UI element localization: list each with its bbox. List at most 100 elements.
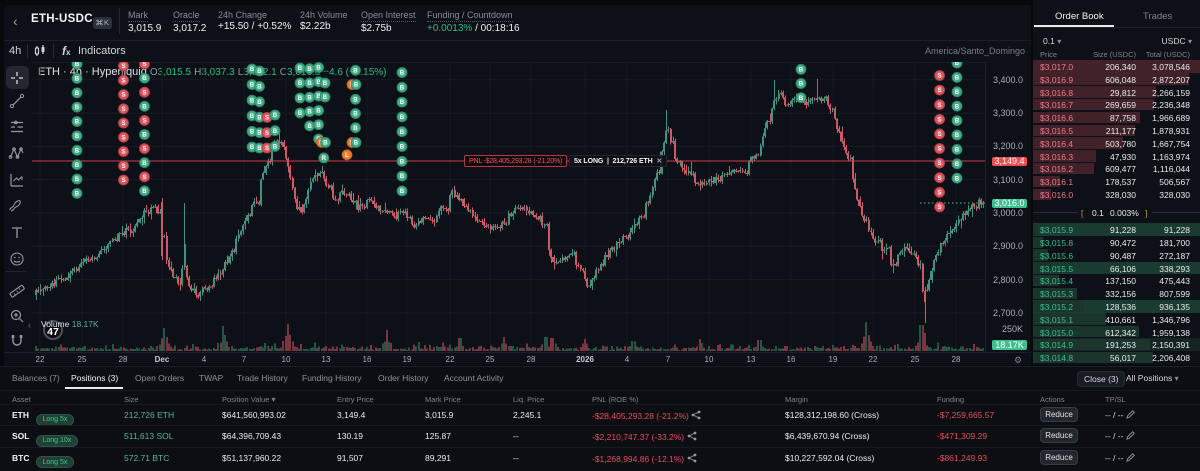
svg-text:S: S <box>121 63 125 70</box>
svg-text:B: B <box>955 175 960 182</box>
svg-text:S: S <box>938 73 942 80</box>
svg-text:S: S <box>938 87 942 94</box>
svg-text:L: L <box>345 152 349 159</box>
svg-text:B: B <box>316 122 321 129</box>
svg-text:B: B <box>75 119 80 126</box>
svg-text:B: B <box>307 109 312 116</box>
svg-text:B: B <box>400 99 405 106</box>
svg-text:B: B <box>353 67 358 74</box>
svg-text:B: B <box>400 173 405 180</box>
svg-text:B: B <box>250 113 255 120</box>
svg-text:B: B <box>955 132 960 139</box>
svg-text:B: B <box>353 125 358 132</box>
svg-text:B: B <box>142 103 147 110</box>
svg-text:B: B <box>257 68 262 75</box>
svg-text:B: B <box>323 94 328 101</box>
svg-text:B: B <box>307 94 312 101</box>
svg-text:S: S <box>121 120 125 127</box>
svg-text:B: B <box>250 97 255 104</box>
svg-text:S: S <box>121 163 125 170</box>
svg-text:B: B <box>316 79 321 86</box>
svg-text:S: S <box>265 145 269 152</box>
svg-text:B: B <box>142 188 147 195</box>
svg-text:B: B <box>250 144 255 151</box>
svg-text:B: B <box>75 191 80 198</box>
svg-text:B: B <box>400 70 405 77</box>
svg-text:B: B <box>75 147 80 154</box>
svg-text:B: B <box>323 80 328 87</box>
svg-text:B: B <box>955 103 960 110</box>
svg-text:B: B <box>353 111 358 118</box>
svg-text:B: B <box>298 80 303 87</box>
svg-text:B: B <box>75 76 80 83</box>
svg-text:B: B <box>323 140 328 147</box>
svg-text:B: B <box>257 114 262 121</box>
svg-text:S: S <box>938 160 942 167</box>
svg-text:B: B <box>257 130 262 137</box>
svg-text:S: S <box>265 115 269 122</box>
svg-text:S: S <box>121 106 125 113</box>
svg-text:S: S <box>121 177 125 184</box>
svg-text:B: B <box>316 108 321 115</box>
svg-text:S: S <box>938 175 942 182</box>
svg-text:B: B <box>400 129 405 136</box>
svg-text:S: S <box>142 62 146 68</box>
svg-text:B: B <box>316 65 321 72</box>
svg-text:S: S <box>142 174 146 181</box>
svg-text:B: B <box>75 104 80 111</box>
svg-text:B: B <box>955 62 960 67</box>
svg-text:B: B <box>955 147 960 154</box>
svg-text:B: B <box>307 66 312 73</box>
svg-text:B: B <box>400 114 405 121</box>
svg-text:B: B <box>142 160 147 167</box>
svg-text:S: S <box>142 146 146 153</box>
svg-text:B: B <box>273 112 278 119</box>
svg-text:B: B <box>273 128 278 135</box>
svg-text:S: S <box>121 92 125 99</box>
svg-text:B: B <box>955 161 960 168</box>
svg-text:B: B <box>273 144 278 151</box>
svg-text:B: B <box>307 123 312 130</box>
svg-text:B: B <box>257 84 262 91</box>
svg-text:B: B <box>298 65 303 72</box>
svg-text:B: B <box>400 188 405 195</box>
svg-text:B: B <box>257 145 262 152</box>
svg-text:B: B <box>250 66 255 73</box>
svg-text:S: S <box>938 102 942 109</box>
svg-text:R: R <box>322 155 327 162</box>
svg-text:B: B <box>316 93 321 100</box>
svg-text:S: S <box>142 118 146 125</box>
svg-text:B: B <box>354 140 359 147</box>
svg-text:S: S <box>938 204 942 211</box>
svg-text:B: B <box>799 81 804 88</box>
svg-text:S: S <box>938 131 942 138</box>
svg-text:B: B <box>400 158 405 165</box>
svg-text:B: B <box>250 129 255 136</box>
svg-text:B: B <box>298 110 303 117</box>
svg-text:S: S <box>938 146 942 153</box>
svg-text:B: B <box>75 90 80 97</box>
svg-text:B: B <box>307 80 312 87</box>
svg-text:S: S <box>142 89 146 96</box>
svg-text:S: S <box>265 130 269 137</box>
svg-text:S: S <box>121 149 125 156</box>
svg-text:B: B <box>75 133 80 140</box>
svg-text:B: B <box>75 176 80 183</box>
svg-text:B: B <box>955 75 960 82</box>
svg-text:B: B <box>354 82 359 89</box>
svg-text:B: B <box>400 144 405 151</box>
svg-text:B: B <box>250 82 255 89</box>
svg-text:B: B <box>799 66 804 73</box>
svg-text:B: B <box>257 99 262 106</box>
svg-text:B: B <box>400 84 405 91</box>
svg-text:B: B <box>75 62 80 68</box>
svg-text:B: B <box>955 118 960 125</box>
svg-text:B: B <box>353 96 358 103</box>
svg-text:B: B <box>142 132 147 139</box>
svg-text:B: B <box>799 95 804 102</box>
svg-text:B: B <box>955 89 960 96</box>
svg-text:S: S <box>938 116 942 123</box>
svg-text:S: S <box>938 189 942 196</box>
svg-text:S: S <box>121 77 125 84</box>
svg-text:B: B <box>142 75 147 82</box>
